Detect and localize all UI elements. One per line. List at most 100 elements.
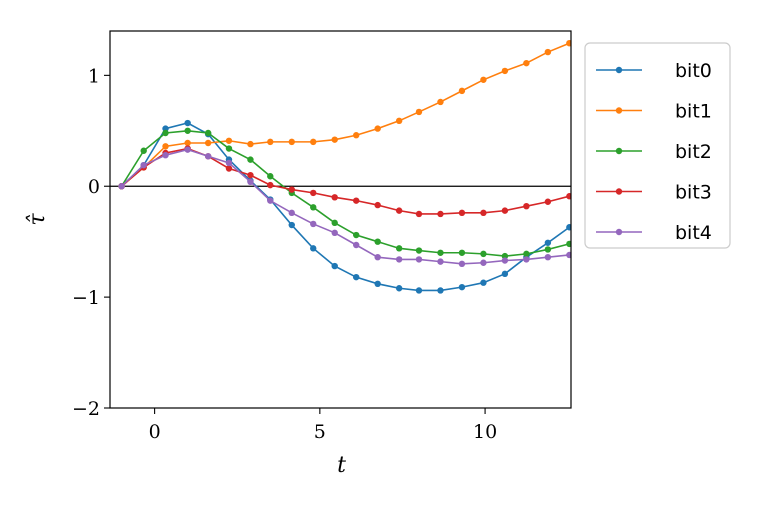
data-point-bit2 [140, 147, 147, 154]
data-point-bit0 [437, 287, 444, 294]
data-point-bit3 [480, 209, 487, 217]
data-point-bit1 [523, 59, 530, 67]
legend-entry-bit4: bit4 [596, 222, 712, 244]
legend-entry-bit2: bit2 [596, 141, 712, 163]
data-point-bit1 [184, 139, 191, 147]
data-point-bit2 [544, 246, 552, 253]
data-point-bit4 [310, 220, 317, 228]
data-point-bit1 [331, 136, 338, 143]
data-point-bit0 [331, 262, 338, 270]
data-point-bit0 [162, 125, 169, 132]
data-point-bit4 [288, 209, 295, 217]
data-point-bit2 [162, 129, 169, 137]
data-point-bit0 [544, 239, 552, 246]
data-point-bit3 [310, 189, 317, 197]
data-point-bit0 [415, 287, 423, 294]
plot-area [110, 39, 571, 294]
data-point-bit3 [395, 207, 403, 214]
data-point-bit3 [544, 198, 552, 205]
y-tick-label: 1 [88, 65, 100, 87]
data-point-bit0 [374, 280, 381, 288]
legend-marker-bit2 [615, 147, 623, 155]
legend-entry-bit1: bit1 [596, 101, 712, 123]
legend-label-bit4: bit4 [675, 222, 712, 244]
data-point-bit4 [118, 183, 125, 190]
data-point-bit4 [458, 260, 466, 268]
data-point-bit3 [352, 197, 360, 204]
data-point-bit1 [415, 108, 423, 116]
data-point-bit3 [415, 210, 423, 218]
data-point-bit4 [374, 254, 381, 261]
data-point-bit0 [566, 224, 571, 231]
data-point-bit4 [204, 153, 212, 160]
data-point-bit4 [395, 256, 403, 263]
series-line-bit3 [121, 147, 570, 215]
data-point-bit1 [310, 138, 317, 146]
data-point-bit4 [162, 151, 169, 159]
data-point-bit3 [225, 165, 233, 172]
data-point-bit1 [267, 138, 274, 146]
data-point-bit4 [225, 159, 233, 167]
data-point-bit1 [480, 76, 487, 83]
data-point-bit2 [374, 238, 381, 245]
data-point-bit1 [458, 87, 466, 95]
legend-entry-bit0: bit0 [596, 60, 712, 82]
data-point-bit1 [501, 67, 509, 75]
x-axis-label: t [337, 453, 346, 478]
data-point-bit3 [501, 207, 509, 214]
data-point-bit4 [415, 256, 423, 263]
data-point-bit3 [458, 209, 466, 217]
data-point-bit2 [247, 156, 254, 163]
data-point-bit0 [352, 273, 360, 281]
data-point-bit2 [184, 127, 191, 134]
plot-frame [109, 30, 572, 409]
data-point-bit1 [566, 39, 571, 47]
series-line-bit4 [121, 148, 570, 265]
legend-marker-bit0 [615, 66, 623, 74]
data-point-bit0 [501, 270, 509, 278]
data-point-bit1 [544, 48, 552, 56]
axes: 0 5 10 −2 −1 0 1 t τ̂ [25, 30, 572, 478]
data-point-bit3 [374, 201, 381, 209]
series-group [118, 39, 571, 294]
legend-label-bit0: bit0 [675, 60, 712, 82]
legend-marker-bit4 [615, 228, 623, 236]
data-point-bit4 [480, 259, 487, 266]
legend: bit0 bit1 bit2 bit3 bit4 [584, 42, 731, 249]
data-point-bit4 [247, 178, 254, 185]
series-line-bit0 [121, 122, 570, 292]
legend-entry-bit3: bit3 [596, 182, 712, 204]
data-point-bit2 [310, 204, 317, 211]
data-point-bit2 [352, 231, 360, 239]
data-point-bit0 [288, 221, 295, 229]
data-point-bit2 [458, 249, 466, 256]
data-point-bit2 [225, 145, 233, 152]
y-axis-label: τ̂ [25, 213, 50, 226]
x-tick-label: 5 [314, 421, 326, 443]
data-point-bit0 [310, 245, 317, 252]
data-point-bit1 [247, 140, 254, 148]
data-point-bit1 [204, 139, 212, 147]
data-point-bit0 [458, 283, 466, 291]
y-tick-label: −2 [72, 398, 100, 420]
x-tick-label: 10 [473, 421, 497, 443]
y-tick-label: 0 [88, 176, 100, 198]
data-point-bit1 [288, 138, 295, 146]
data-point-bit3 [566, 193, 571, 200]
data-point-bit4 [331, 229, 338, 237]
data-point-bit4 [437, 258, 444, 265]
data-point-bit1 [374, 125, 381, 132]
data-point-bit1 [162, 143, 169, 150]
legend-marker-bit1 [615, 107, 623, 114]
data-point-bit2 [523, 250, 530, 258]
legend-box [584, 42, 731, 249]
data-point-bit3 [267, 181, 274, 189]
data-point-bit2 [437, 249, 444, 256]
data-point-bit4 [267, 197, 274, 204]
data-point-bit3 [247, 171, 254, 179]
data-point-bit2 [267, 173, 274, 180]
series-line-bit2 [120, 129, 570, 257]
data-point-bit2 [395, 245, 403, 252]
legend-marker-bit3 [615, 188, 623, 195]
